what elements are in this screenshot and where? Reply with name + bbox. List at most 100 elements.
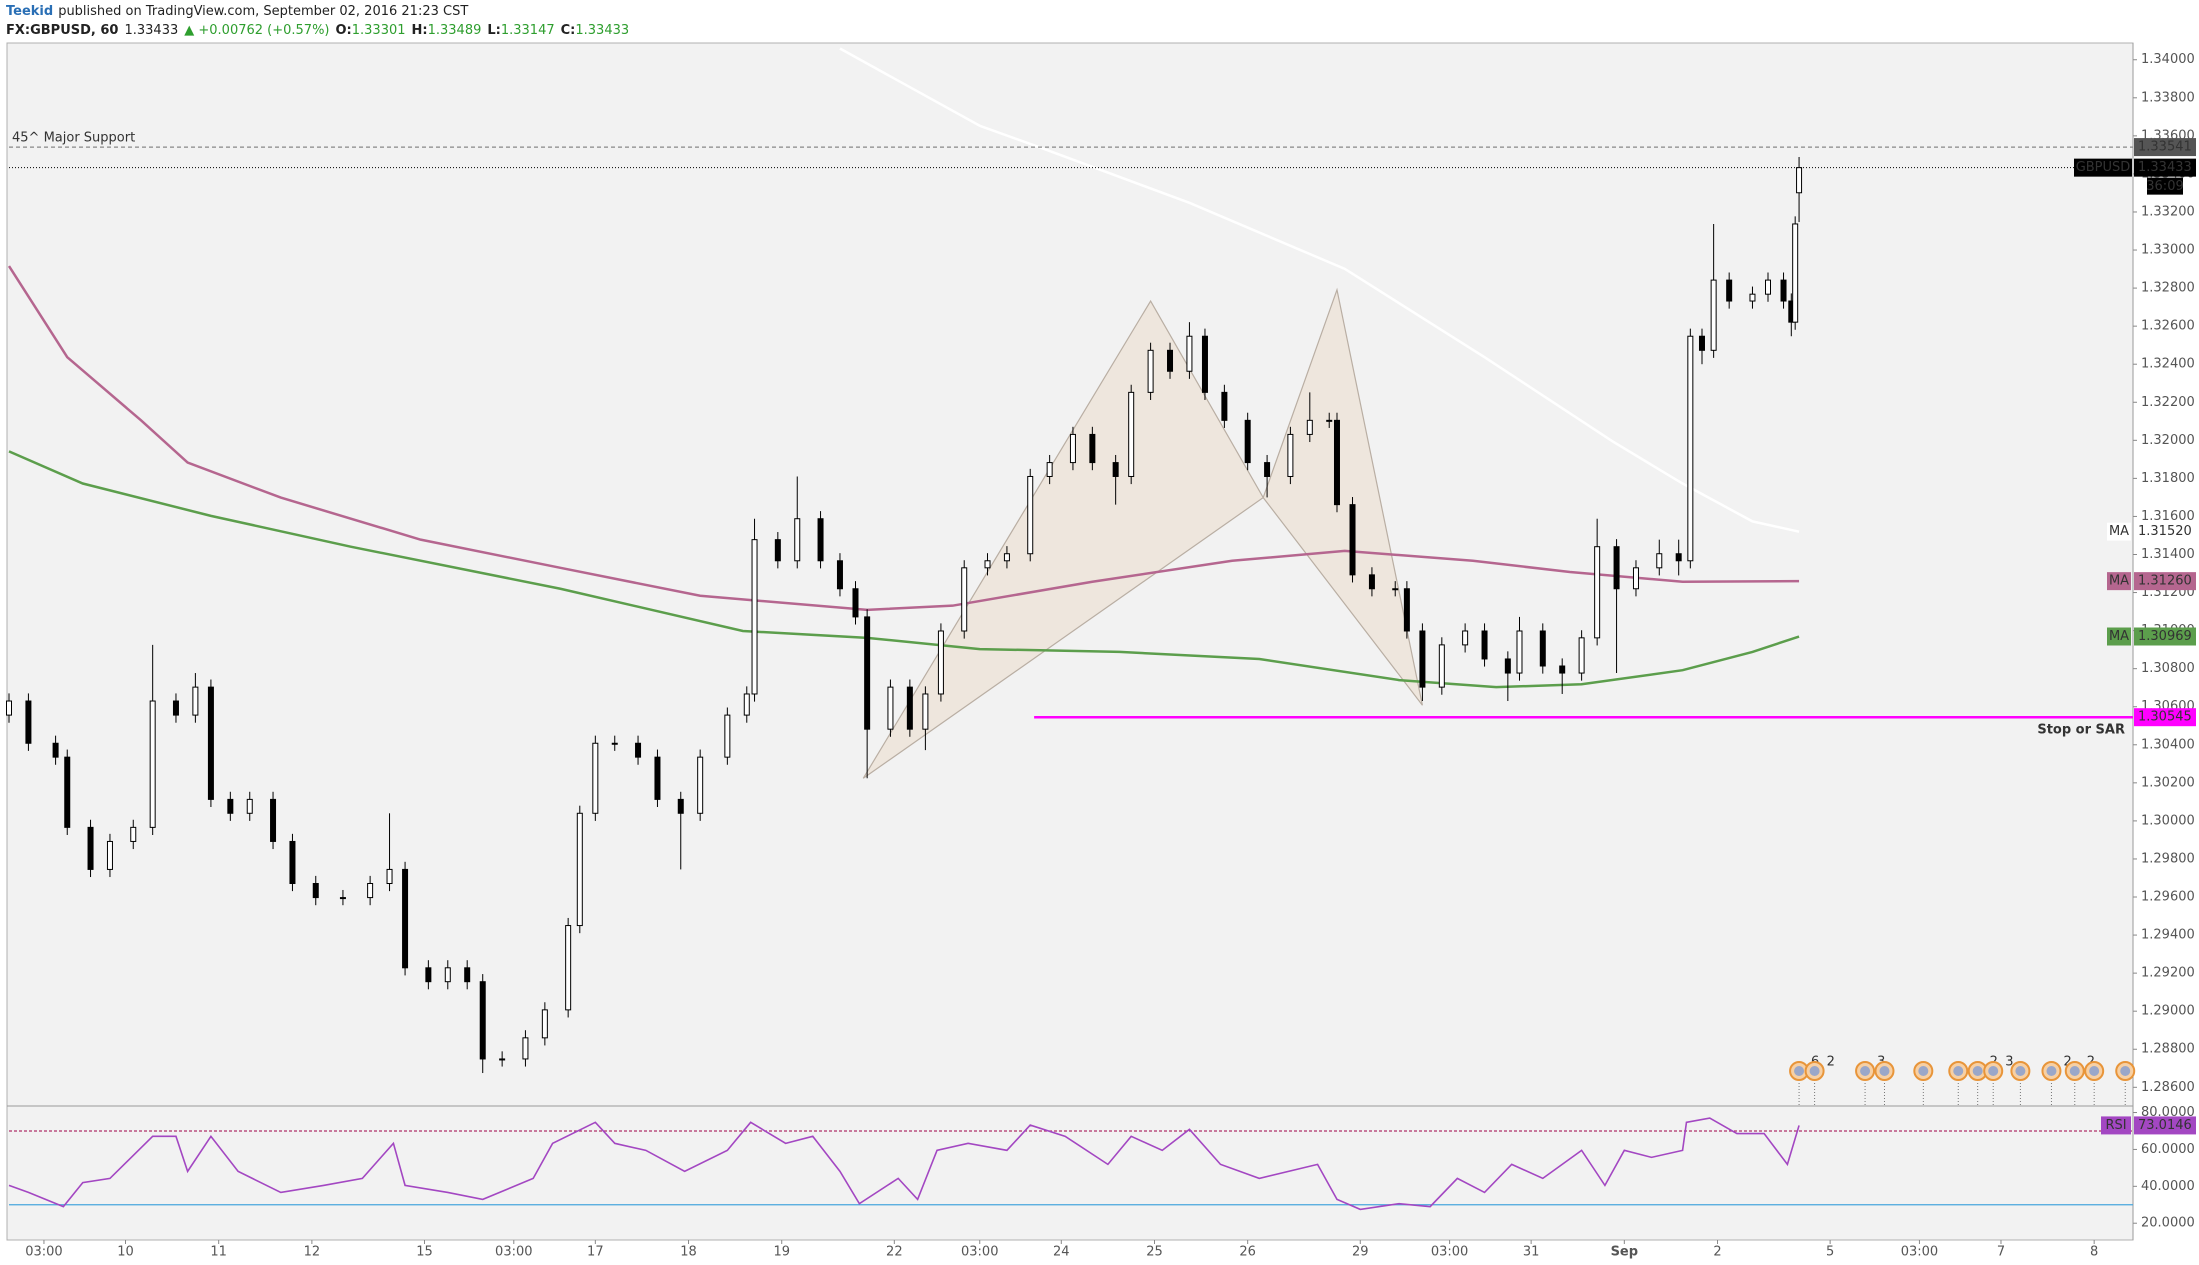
x-tick-label: Sep <box>1611 1245 1639 1260</box>
candle-body <box>1046 462 1053 477</box>
candle-body <box>1069 433 1076 464</box>
rsi-badge-name-text: RSI <box>2105 1118 2126 1133</box>
candle-body <box>611 742 618 745</box>
candle-body <box>1403 588 1410 632</box>
countdown: 36:09 <box>2146 179 2183 194</box>
x-tick-label: 18 <box>680 1245 697 1260</box>
x-tick-label: 03:00 <box>1431 1245 1468 1260</box>
close-label: C: <box>561 23 576 38</box>
candle-body <box>852 588 859 618</box>
candle-body <box>794 518 801 562</box>
y-tick-label: 1.34000 <box>2141 52 2195 67</box>
candle-body <box>961 567 968 632</box>
candle-body <box>1201 335 1208 393</box>
candle-body <box>6 700 12 716</box>
ma-badge-value: 1.31520 <box>2138 524 2192 539</box>
x-tick-label: 26 <box>1239 1245 1256 1260</box>
ma-badge <box>2134 572 2196 591</box>
ma-badge-name-text: MA <box>2109 629 2129 644</box>
level-badge-value: 1.30545 <box>2138 710 2192 725</box>
x-tick-label: 17 <box>587 1245 604 1260</box>
y-tick-label: 1.30400 <box>2141 737 2195 752</box>
event-count: 2 <box>1827 1055 1835 1070</box>
y-tick-label: 1.29800 <box>2141 851 2195 866</box>
candle-body <box>906 686 913 730</box>
candle-body <box>386 868 393 885</box>
candle-body <box>1186 335 1193 372</box>
candle-body <box>984 560 991 569</box>
ma-badge-value: 1.30969 <box>2138 629 2192 644</box>
candle-body <box>1504 658 1511 674</box>
candle-body <box>864 616 871 730</box>
y-tick-label: 40.0000 <box>2141 1179 2195 1194</box>
event-flag-inner <box>1809 1066 1820 1076</box>
rsi-badge <box>2134 1116 2196 1135</box>
candle-body <box>1027 475 1034 555</box>
candle-body <box>339 897 346 900</box>
event-flag-inner <box>1879 1066 1890 1076</box>
candle-body <box>106 840 113 870</box>
y-tick-label: 80.0000 <box>2141 1105 2195 1120</box>
x-tick-label: 03:00 <box>25 1245 62 1260</box>
candle-body <box>207 686 214 800</box>
candle-body <box>1306 419 1313 435</box>
ma-badge-name-text: MA <box>2109 574 2129 589</box>
candle-body <box>64 756 71 828</box>
y-tick-label: 1.28800 <box>2141 1042 2195 1057</box>
pattern-triangle <box>862 299 1265 779</box>
candle-body <box>444 967 451 983</box>
y-tick-label: 1.29400 <box>2141 928 2195 943</box>
y-tick-label: 1.31800 <box>2141 471 2195 486</box>
y-tick-label: 1.33000 <box>2141 243 2195 258</box>
ma-badge-name <box>2107 522 2131 541</box>
candle-body <box>774 539 781 562</box>
candle-body <box>1167 349 1174 372</box>
ma-badge-name <box>2107 627 2131 646</box>
candle-body <box>654 756 661 800</box>
candle-body <box>635 742 642 758</box>
event-flag-inner <box>1953 1066 1964 1076</box>
candle-body <box>1368 574 1375 590</box>
event-flag-inner <box>1860 1066 1871 1076</box>
candle-body <box>1419 630 1426 688</box>
y-tick-label: 1.30000 <box>2141 813 2195 828</box>
candle-body <box>887 686 894 730</box>
low-value: 1.33147 <box>501 23 555 38</box>
candle-body <box>817 518 824 562</box>
candle-body <box>25 700 32 744</box>
x-tick-label: 03:00 <box>495 1245 532 1260</box>
y-tick-label: 1.31400 <box>2141 547 2195 562</box>
level-label: Stop or SAR <box>2037 723 2125 738</box>
ma-badge <box>2134 522 2196 541</box>
candle-body <box>479 981 486 1060</box>
candle-body <box>1287 433 1294 477</box>
x-tick-label: 15 <box>416 1245 433 1260</box>
candle-body <box>522 1037 529 1060</box>
y-tick-label: 1.29000 <box>2141 1004 2195 1019</box>
candle-body <box>1516 630 1523 674</box>
y-tick-label: 1.32600 <box>2141 319 2195 334</box>
candle-body <box>1764 279 1771 295</box>
header-line-1: Teekid published on TradingView.com, Sept… <box>6 4 468 19</box>
event-flag-inner <box>2069 1066 2080 1076</box>
pattern-triangle <box>1262 287 1423 706</box>
x-tick-label: 10 <box>117 1245 134 1260</box>
candle-body <box>724 714 731 758</box>
x-tick-label: 7 <box>1997 1245 2005 1260</box>
x-tick-label: 22 <box>886 1245 903 1260</box>
candle-body <box>697 756 704 814</box>
candle-body <box>1578 637 1585 674</box>
event-count: 3 <box>2005 1055 2013 1070</box>
x-tick-label: 25 <box>1146 1245 1163 1260</box>
candle-body <box>1594 546 1601 639</box>
high-label: H: <box>412 23 428 38</box>
candle-body <box>677 798 684 814</box>
y-tick-label: 1.32000 <box>2141 433 2195 448</box>
level-label: 45^ Major Support <box>12 131 135 146</box>
candle-body <box>1264 462 1271 477</box>
candle-body <box>751 539 758 695</box>
rsi-line <box>8 1117 1800 1211</box>
candle-body <box>289 840 296 885</box>
candle-body <box>1675 553 1682 562</box>
